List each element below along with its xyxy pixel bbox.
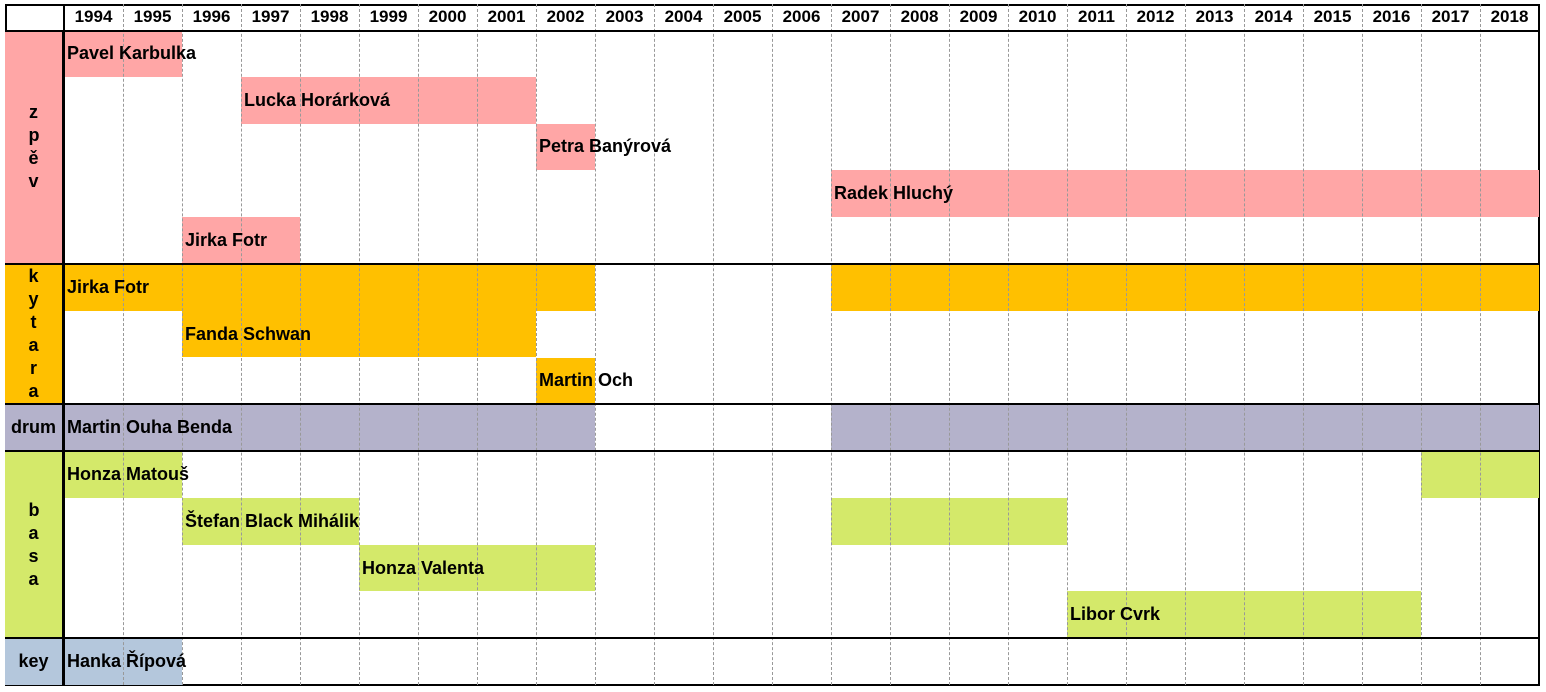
- year-header: 2007: [841, 7, 880, 26]
- year-divider: [1067, 4, 1068, 685]
- year-divider: [1185, 4, 1186, 685]
- year-divider: [1244, 4, 1245, 685]
- year-divider: [418, 4, 419, 685]
- section-label: key: [5, 638, 64, 685]
- year-header: 1997: [251, 7, 290, 26]
- member-bar: [241, 76, 536, 124]
- year-divider: [123, 4, 124, 685]
- year-divider: [182, 4, 183, 685]
- member-name: Pavel Karbulka: [67, 42, 197, 63]
- year-header: 2011: [1078, 7, 1115, 26]
- section-divider: [5, 262, 1539, 265]
- year-header: 1995: [133, 7, 172, 26]
- section-label-text: key: [18, 651, 49, 672]
- year-divider: [1480, 4, 1481, 685]
- member-name: Martin Och: [539, 370, 634, 391]
- year-divider: [890, 4, 891, 685]
- year-divider: [536, 4, 537, 685]
- year-divider: [595, 4, 596, 685]
- year-header: 2016: [1372, 7, 1411, 26]
- year-header: 2017: [1431, 7, 1470, 26]
- section-label-text: zpěv: [28, 101, 40, 191]
- year-header: 2009: [959, 7, 998, 26]
- member-bar: [182, 497, 359, 545]
- year-header: 1994: [74, 7, 113, 26]
- year-header: 2013: [1195, 7, 1234, 26]
- member-name: Honza Matouš: [67, 463, 190, 484]
- member-name: Fanda Schwan: [185, 323, 312, 344]
- member-bar: [536, 357, 595, 405]
- year-header: 2002: [546, 7, 585, 26]
- member-bar: [64, 263, 595, 311]
- year-divider: [1421, 4, 1422, 685]
- section-label-text: kytara: [28, 266, 39, 402]
- section-label-text: drum: [11, 417, 56, 438]
- header-divider: [5, 30, 1539, 32]
- year-header: 2005: [723, 7, 762, 26]
- year-divider: [831, 4, 832, 685]
- year-divider: [477, 4, 478, 685]
- section-divider: [5, 637, 1539, 640]
- member-name: Hanka Řípová: [67, 651, 187, 672]
- year-divider: [1008, 4, 1009, 685]
- year-divider: [772, 4, 773, 685]
- year-divider: [654, 4, 655, 685]
- member-name: Honza Valenta: [362, 557, 485, 578]
- year-header: 2012: [1136, 7, 1175, 26]
- year-header: 2015: [1313, 7, 1352, 26]
- member-name: Štefan Black Mihálik: [185, 510, 360, 531]
- year-header: 2003: [605, 7, 644, 26]
- member-name: Jirka Fotr: [185, 230, 268, 251]
- year-divider: [241, 4, 242, 685]
- year-divider: [1126, 4, 1127, 685]
- year-header: 2010: [1018, 7, 1057, 26]
- member-name: Martin Ouha Benda: [67, 417, 233, 438]
- year-header: 2008: [900, 7, 939, 26]
- member-name: Libor Cvrk: [1070, 604, 1161, 625]
- section-divider: [5, 403, 1539, 406]
- section-divider: [5, 450, 1539, 453]
- year-header: 1996: [192, 7, 231, 26]
- year-header: 2014: [1254, 7, 1293, 26]
- section-label-text: basa: [28, 499, 40, 589]
- member-bar: [536, 123, 595, 171]
- member-name: Jirka Fotr: [67, 276, 150, 297]
- year-header: 2006: [782, 7, 821, 26]
- section-label: zpěv: [5, 30, 64, 264]
- year-header: 1998: [310, 7, 349, 26]
- year-divider: [359, 4, 360, 685]
- year-divider: [713, 4, 714, 685]
- year-header: 2018: [1490, 7, 1529, 26]
- section-label: kytara: [5, 263, 64, 405]
- member-name: Petra Banýrová: [539, 136, 672, 157]
- year-divider: [1303, 4, 1304, 685]
- section-label: basa: [5, 451, 64, 639]
- year-header: 2004: [664, 7, 703, 26]
- year-divider: [300, 4, 301, 685]
- section-label: drum: [5, 404, 64, 452]
- year-header: 2001: [487, 7, 526, 26]
- year-header: 2000: [428, 7, 467, 26]
- label-column-divider: [63, 4, 65, 685]
- member-name: Lucka Horárková: [244, 89, 391, 110]
- year-divider: [949, 4, 950, 685]
- year-header: 1999: [369, 7, 408, 26]
- member-name: Radek Hluchý: [834, 183, 954, 204]
- year-divider: [1362, 4, 1363, 685]
- member-bar: [64, 404, 595, 452]
